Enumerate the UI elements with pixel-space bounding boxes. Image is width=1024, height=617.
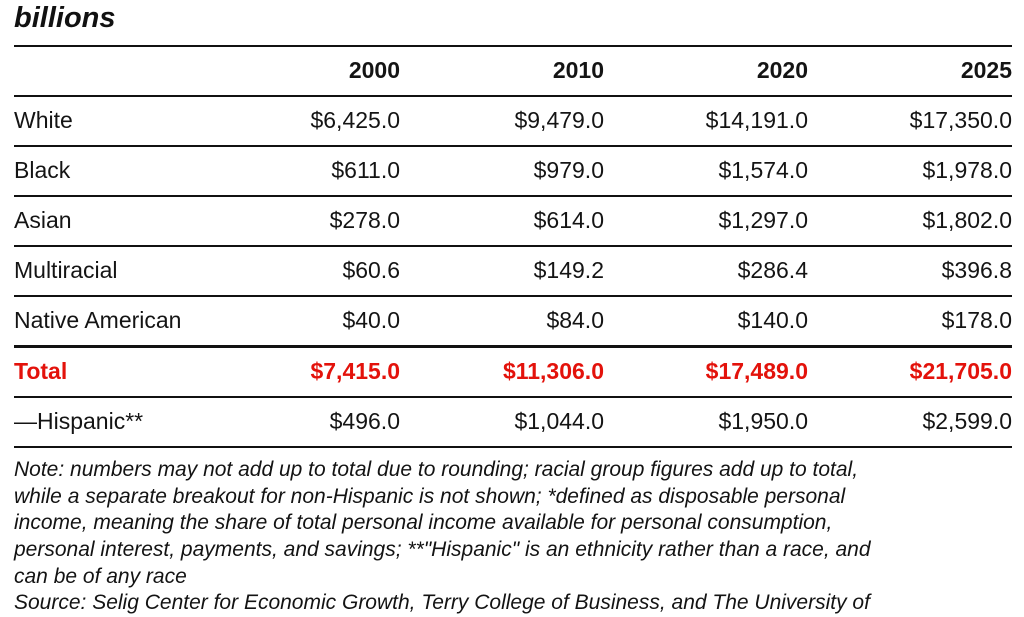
cell-value: $11,306.0: [502, 357, 604, 384]
note-line: Note: numbers may not add up to total du…: [14, 457, 859, 481]
table-row: Native American $40.0 $84.0 $140.0 $178.0: [14, 295, 1012, 347]
infographic: billions 2000 2010 2020 2025 White $6,425.0 $…: [14, 0, 1012, 617]
cell-value: $1,574.0: [718, 156, 808, 183]
table-row: Total $7,415.0 $11,306.0 $17,489.0 $21,705.0: [14, 346, 1012, 397]
row-label: Total: [14, 357, 68, 384]
footnotes: Note: numbers may not add up to total du…: [14, 457, 1012, 617]
cell-value: $149.2: [533, 256, 604, 283]
cell-value: $614.0: [533, 206, 604, 233]
table-row: White $6,425.0 $9,479.0 $14,191.0 $17,350.0: [14, 95, 1012, 146]
cell-value: $496.0: [329, 407, 400, 434]
row-label: Asian: [14, 206, 72, 233]
cell-value: $84.0: [546, 306, 604, 333]
note-line: income, meaning the share of total perso…: [14, 511, 833, 535]
cell-value: $1,978.0: [922, 156, 1012, 183]
table-row: —Hispanic** $496.0 $1,044.0 $1,950.0 $2,599.…: [14, 396, 1012, 447]
cell-value: $1,044.0: [514, 407, 604, 434]
cell-value: $40.0: [342, 306, 400, 333]
cell-value: $17,350.0: [909, 106, 1012, 133]
cell-value: $60.6: [342, 256, 400, 283]
cell-value: $6,425.0: [310, 106, 400, 133]
row-label: Native American: [14, 306, 182, 333]
table-row: Asian $278.0 $614.0 $1,297.0 $1,802.0: [14, 195, 1012, 246]
note-line: while a separate breakout for non-Hispan…: [14, 484, 846, 508]
col-header-2020: 2020: [604, 44, 808, 97]
cell-value: $611.0: [331, 156, 400, 183]
cell-value: $1,950.0: [718, 407, 808, 434]
cell-value: $1,802.0: [922, 206, 1012, 233]
col-header-empty: [14, 44, 196, 97]
table-row: Multiracial $60.6 $149.2 $286.4 $396.8: [14, 245, 1012, 296]
cell-value: $17,489.0: [705, 357, 808, 384]
cell-value: $178.0: [941, 306, 1012, 333]
cell-value: $278.0: [329, 206, 400, 233]
col-header-2025: 2025: [808, 44, 1012, 97]
table-body: White $6,425.0 $9,479.0 $14,191.0 $17,350.0 B…: [14, 95, 1012, 447]
cell-value: $14,191.0: [705, 106, 808, 133]
source-line: Source: Selig Center for Economic Growth…: [14, 591, 870, 615]
cell-value: $286.4: [737, 256, 808, 283]
col-header-2000: 2000: [196, 44, 400, 97]
table-header-row: 2000 2010 2020 2025: [14, 44, 1012, 97]
buying-power-table: 2000 2010 2020 2025 White $6,425.0 $9,479.0 $1…: [14, 44, 1012, 448]
cell-value: $396.8: [941, 256, 1012, 283]
page-title: billions: [14, 2, 116, 34]
row-label: White: [14, 106, 73, 133]
cell-value: $979.0: [533, 156, 604, 183]
cell-value: $21,705.0: [909, 357, 1012, 384]
note-line: can be of any race: [14, 564, 187, 588]
cell-value: $140.0: [737, 306, 808, 333]
cell-value: $2,599.0: [922, 407, 1012, 434]
cell-value: $7,415.0: [310, 357, 400, 384]
row-label: Multiracial: [14, 256, 118, 283]
table-row: Black $611.0 $979.0 $1,574.0 $1,978.0: [14, 145, 1012, 196]
col-header-2010: 2010: [400, 44, 604, 97]
row-label: Black: [14, 156, 71, 183]
row-label: —Hispanic**: [14, 407, 144, 434]
cell-value: $9,479.0: [514, 106, 604, 133]
note-line: personal interest, payments, and savings…: [14, 537, 871, 561]
cell-value: $1,297.0: [718, 206, 808, 233]
